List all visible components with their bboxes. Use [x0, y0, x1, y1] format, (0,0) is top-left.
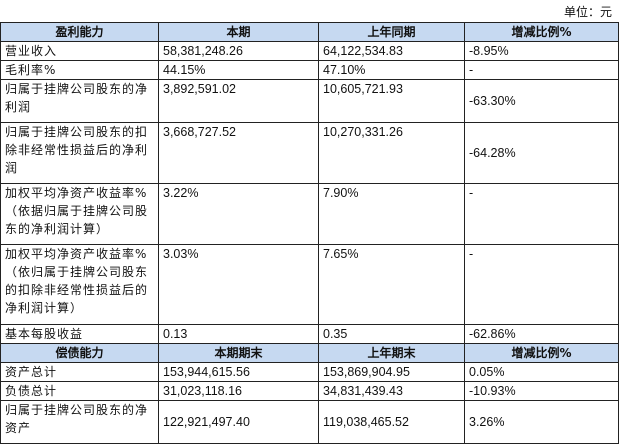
- current-value: 58,381,248.26: [158, 41, 319, 61]
- table-row: 基本每股收益 0.13 0.35 -62.86%: [0, 324, 619, 344]
- prior-value: 119,038,465.52: [318, 400, 465, 444]
- change-value: -63.30%: [464, 79, 619, 123]
- prior-value: 64,122,534.83: [318, 41, 465, 61]
- change-value: 0.05%: [464, 362, 619, 382]
- row-label: 加权平均净资产收益率%（依据归属于挂牌公司股东的净利润计算）: [0, 183, 159, 245]
- current-value: 3,892,591.02: [158, 79, 319, 123]
- header-change-ratio: 增减比例%: [464, 22, 619, 42]
- header-profit-ability: 盈利能力: [0, 22, 159, 42]
- profit-header-row: 盈利能力 本期 上年同期 增减比例%: [0, 22, 619, 42]
- table-row: 毛利率% 44.15% 47.10% -: [0, 60, 619, 80]
- header-current-period: 本期: [158, 22, 319, 42]
- current-value: 122,921,497.40: [158, 400, 319, 444]
- change-value: -: [464, 244, 619, 325]
- header-current-period-end: 本期期末: [158, 343, 319, 363]
- row-label: 归属于挂牌公司股东的净资产: [0, 400, 159, 444]
- header-change-ratio: 增减比例%: [464, 343, 619, 363]
- change-value: -8.95%: [464, 41, 619, 61]
- current-value: 3.22%: [158, 183, 319, 245]
- change-value: -: [464, 60, 619, 80]
- change-value: -62.86%: [464, 324, 619, 344]
- current-value: 31,023,118.16: [158, 381, 319, 401]
- row-label: 基本每股收益: [0, 324, 159, 344]
- row-label: 毛利率%: [0, 60, 159, 80]
- row-label: 归属于挂牌公司股东的净利润: [0, 79, 159, 123]
- current-value: 3.03%: [158, 244, 319, 325]
- solvency-header-row: 偿债能力 本期期末 上年期末 增减比例%: [0, 343, 619, 363]
- current-value: 153,944,615.56: [158, 362, 319, 382]
- table-row: 归属于挂牌公司股东的净利润 3,892,591.02 10,605,721.93…: [0, 79, 619, 123]
- unit-label: 单位：元: [563, 5, 612, 19]
- prior-value: 10,605,721.93: [318, 79, 465, 123]
- row-label: 加权平均净资产收益率%（依归属于挂牌公司股东的扣除非经常性损益后的净利润计算）: [0, 244, 159, 325]
- header-prior-period-end: 上年期末: [318, 343, 465, 363]
- row-label: 资产总计: [0, 362, 159, 382]
- table-row: 营业收入 58,381,248.26 64,122,534.83 -8.95%: [0, 41, 619, 61]
- current-value: 0.13: [158, 324, 319, 344]
- prior-value: 153,869,904.95: [318, 362, 465, 382]
- prior-value: 10,270,331.26: [318, 122, 465, 184]
- current-value: 3,668,727.52: [158, 122, 319, 184]
- prior-value: 34,831,439.43: [318, 381, 465, 401]
- financial-indicators-table: 盈利能力 本期 上年同期 增减比例% 营业收入 58,381,248.26 64…: [0, 22, 619, 444]
- table-row: 加权平均净资产收益率%（依归属于挂牌公司股东的扣除非经常性损益后的净利润计算） …: [0, 244, 619, 325]
- table-row: 归属于挂牌公司股东的净资产 122,921,497.40 119,038,465…: [0, 400, 619, 444]
- header-prior-period: 上年同期: [318, 22, 465, 42]
- prior-value: 7.90%: [318, 183, 465, 245]
- change-value: -10.93%: [464, 381, 619, 401]
- current-value: 44.15%: [158, 60, 319, 80]
- change-value: -64.28%: [464, 122, 619, 184]
- row-label: 营业收入: [0, 41, 159, 61]
- prior-value: 7.65%: [318, 244, 465, 325]
- header-solvency-ability: 偿债能力: [0, 343, 159, 363]
- table-row: 加权平均净资产收益率%（依据归属于挂牌公司股东的净利润计算） 3.22% 7.9…: [0, 183, 619, 245]
- table-row: 资产总计 153,944,615.56 153,869,904.95 0.05%: [0, 362, 619, 382]
- row-label: 负债总计: [0, 381, 159, 401]
- table-row: 负债总计 31,023,118.16 34,831,439.43 -10.93%: [0, 381, 619, 401]
- row-label: 归属于挂牌公司股东的扣除非经常性损益后的净利润: [0, 122, 159, 184]
- prior-value: 47.10%: [318, 60, 465, 80]
- table-row: 归属于挂牌公司股东的扣除非经常性损益后的净利润 3,668,727.52 10,…: [0, 122, 619, 184]
- prior-value: 0.35: [318, 324, 465, 344]
- change-value: 3.26%: [464, 400, 619, 444]
- change-value: -: [464, 183, 619, 245]
